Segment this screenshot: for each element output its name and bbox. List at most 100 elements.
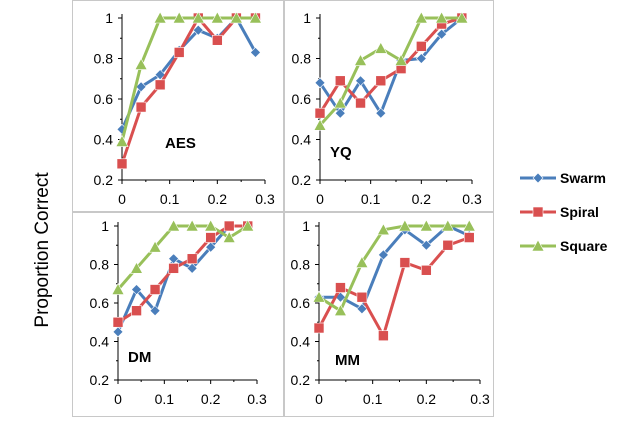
data-point bbox=[436, 28, 448, 40]
y-tick-label: 0.2 bbox=[291, 372, 311, 388]
y-tick-label: 0.4 bbox=[292, 132, 312, 148]
series-square bbox=[115, 11, 262, 147]
data-point bbox=[250, 47, 261, 58]
y-tick-label: 1 bbox=[302, 218, 310, 234]
panel-yq: 0.2 0.4 0.6 0.8 1 0 0.1 0.2 0.3 YQ bbox=[284, 0, 494, 212]
data-point bbox=[186, 262, 198, 274]
legend-label: Spiral bbox=[560, 204, 599, 220]
x-tick-label: 0.1 bbox=[155, 391, 175, 407]
data-point bbox=[462, 219, 476, 232]
data-point bbox=[210, 11, 224, 24]
data-point bbox=[312, 290, 326, 303]
y-tick-label: 0.8 bbox=[291, 257, 311, 273]
data-point bbox=[420, 239, 432, 251]
data-point bbox=[421, 264, 432, 276]
panel-frame bbox=[72, 0, 284, 212]
legend: Swarm Spiral Square bbox=[520, 170, 608, 254]
panel-label: YQ bbox=[330, 144, 352, 161]
data-point bbox=[149, 284, 161, 295]
panel-aes: 0.2 0.4 0.6 0.8 1 0 0.1 0.2 0.3 AES bbox=[72, 0, 284, 212]
y-tick-label: 0.2 bbox=[90, 372, 110, 388]
panel-label: DM bbox=[128, 349, 151, 366]
data-point bbox=[148, 240, 162, 253]
x-tick-label: 0 bbox=[114, 391, 122, 407]
data-point bbox=[313, 118, 327, 131]
data-point bbox=[172, 11, 186, 24]
data-point bbox=[112, 326, 124, 338]
y-axis-title: Proportion Correct bbox=[32, 172, 53, 328]
data-point bbox=[135, 101, 147, 113]
data-point bbox=[463, 232, 475, 243]
y-tick-label: 0.4 bbox=[291, 334, 311, 350]
series-square bbox=[312, 219, 476, 317]
series-square bbox=[111, 219, 255, 295]
x-tick-label: 0.1 bbox=[361, 191, 381, 207]
data-point bbox=[419, 219, 433, 232]
y-tick-label: 0.6 bbox=[291, 295, 311, 311]
data-point bbox=[333, 96, 347, 109]
data-point bbox=[149, 305, 161, 317]
y-tick-label: 0.4 bbox=[90, 334, 110, 350]
y-tick-label: 0.8 bbox=[90, 257, 110, 273]
x-tick-label: 0.2 bbox=[417, 391, 437, 407]
data-point bbox=[192, 24, 204, 36]
y-tick-label: 0.8 bbox=[292, 51, 312, 67]
data-point bbox=[131, 284, 142, 295]
legend-label: Square bbox=[560, 238, 608, 254]
data-point bbox=[154, 79, 166, 91]
y-tick-label: 1 bbox=[101, 218, 109, 234]
legend-marker bbox=[532, 206, 544, 218]
panel-frame bbox=[72, 212, 284, 417]
data-point bbox=[334, 107, 346, 119]
y-tick-label: 0.4 bbox=[94, 132, 114, 148]
y-tick-label: 0.6 bbox=[292, 91, 312, 107]
x-tick-label: 0 bbox=[316, 191, 324, 207]
data-point bbox=[134, 57, 148, 70]
data-point bbox=[335, 282, 346, 293]
panel-mm: 0.2 0.4 0.6 0.8 1 0 0.1 0.2 0.3 MM bbox=[284, 212, 494, 417]
legend-entry-swarm: Swarm bbox=[520, 170, 606, 186]
data-point bbox=[375, 107, 387, 119]
data-point bbox=[130, 261, 144, 274]
data-point bbox=[399, 257, 411, 268]
data-point bbox=[415, 53, 427, 64]
panel-frame bbox=[284, 0, 494, 212]
y-tick-label: 0.6 bbox=[94, 91, 114, 107]
data-point bbox=[186, 253, 198, 265]
data-point bbox=[313, 322, 325, 334]
data-point bbox=[455, 11, 469, 24]
data-point bbox=[115, 134, 129, 147]
data-point bbox=[356, 291, 368, 303]
data-point bbox=[314, 107, 326, 119]
y-tick-label: 0.8 bbox=[94, 51, 114, 67]
x-tick-label: 0.1 bbox=[160, 191, 180, 207]
data-point bbox=[116, 158, 128, 170]
data-point bbox=[435, 11, 449, 24]
data-point bbox=[212, 34, 223, 46]
data-point bbox=[354, 53, 368, 66]
data-point bbox=[205, 241, 217, 253]
x-tick-label: 0.2 bbox=[201, 391, 221, 407]
legend-marker bbox=[531, 239, 545, 252]
data-point bbox=[223, 220, 235, 232]
x-tick-label: 0 bbox=[315, 391, 323, 407]
x-tick-label: 0.2 bbox=[208, 191, 228, 207]
data-point bbox=[394, 53, 408, 66]
x-tick-label: 0 bbox=[118, 191, 126, 207]
data-point bbox=[356, 303, 368, 315]
data-point bbox=[442, 239, 454, 251]
data-point bbox=[111, 282, 125, 295]
data-point bbox=[248, 11, 262, 24]
data-point bbox=[355, 97, 366, 109]
y-tick-label: 0.2 bbox=[292, 172, 312, 188]
x-tick-label: 0.3 bbox=[247, 391, 267, 407]
data-point bbox=[378, 330, 389, 342]
data-point bbox=[376, 223, 390, 236]
data-point bbox=[414, 11, 428, 24]
data-point bbox=[168, 263, 179, 274]
data-point bbox=[135, 81, 147, 93]
panel-dm: 0.2 0.4 0.6 0.8 1 0 0.1 0.2 0.3 DM bbox=[72, 212, 284, 417]
data-point bbox=[355, 75, 366, 87]
